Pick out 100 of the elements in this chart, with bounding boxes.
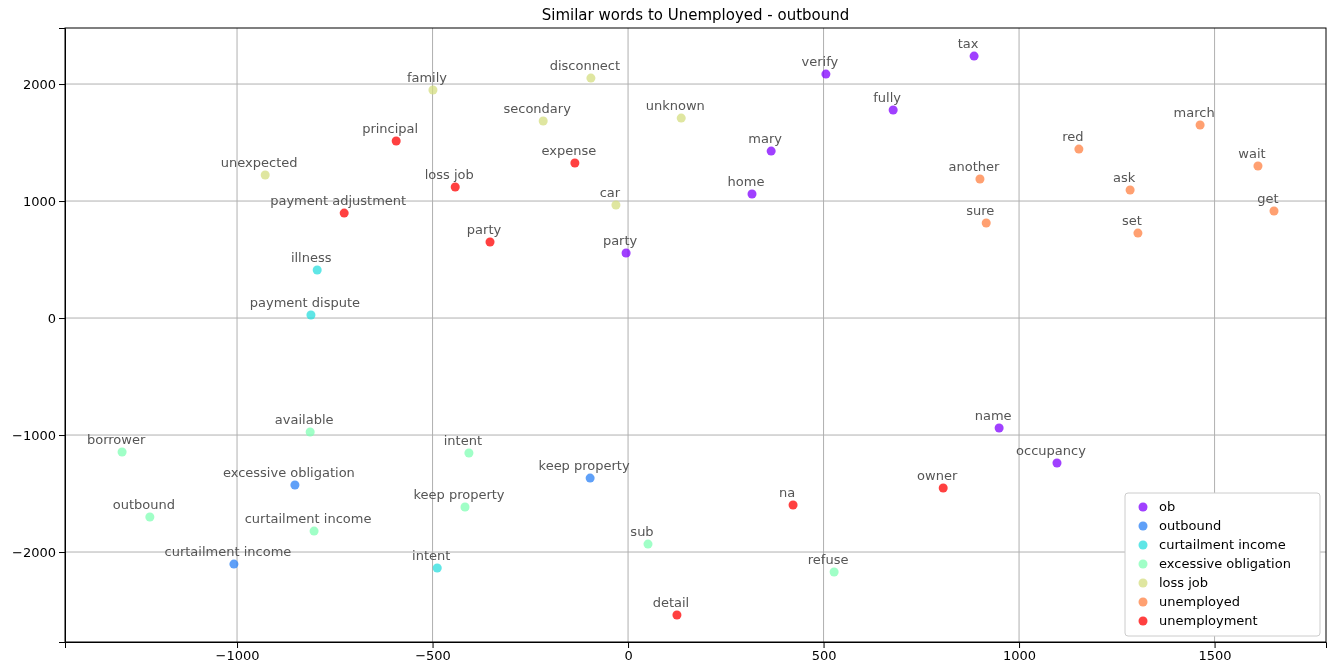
data-label: excessive obligation — [222, 464, 355, 480]
point — [339, 208, 349, 218]
data-label: red — [1062, 129, 1084, 145]
legend-label: outbound — [1159, 518, 1222, 533]
data-label: curtailment income — [244, 511, 372, 527]
x-tick-label: 1500 — [1198, 648, 1232, 664]
data-label: name — [974, 408, 1012, 424]
data-label: march — [1173, 104, 1215, 120]
point — [538, 116, 548, 126]
data-label: unknown — [645, 98, 705, 114]
point — [260, 170, 270, 180]
y-tick-label: 0 — [47, 310, 56, 326]
data-label: expense — [541, 143, 597, 159]
data-label: payment dispute — [249, 294, 361, 310]
data-label: mary — [748, 131, 783, 147]
data-label: occupancy — [1016, 442, 1087, 458]
data-label: intent — [443, 433, 483, 449]
data-label: outbound — [112, 497, 175, 513]
data-label: verify — [801, 54, 839, 70]
point — [450, 182, 460, 192]
legend-label: curtailment income — [1159, 537, 1286, 552]
data-label: owner — [917, 468, 958, 484]
point — [485, 237, 495, 247]
point — [290, 480, 300, 490]
point — [570, 158, 580, 168]
y-tick-label: 1000 — [22, 193, 56, 209]
point — [1133, 228, 1143, 238]
point — [229, 559, 239, 569]
legend-label: unemployed — [1159, 594, 1240, 609]
y-tick-label: −1000 — [12, 427, 56, 443]
point — [305, 427, 315, 437]
point — [1074, 144, 1084, 154]
point — [432, 563, 442, 573]
data-label: secondary — [503, 101, 572, 117]
data-label: illness — [290, 250, 332, 266]
legend-label: ob — [1159, 499, 1176, 514]
x-tick-label: 1000 — [1003, 648, 1037, 664]
data-label: refuse — [807, 552, 849, 568]
data-label: family — [406, 70, 448, 86]
data-label: party — [602, 232, 638, 248]
x-tick-label: −500 — [415, 648, 451, 664]
point — [464, 448, 474, 458]
y-tick-label: 2000 — [22, 76, 56, 92]
point — [428, 85, 438, 95]
data-label: wait — [1238, 146, 1266, 162]
x-tick-label: 500 — [811, 648, 837, 664]
point — [309, 526, 319, 536]
data-label: intent — [412, 548, 451, 564]
chart-title: Similar words to Unemployed - outbound — [541, 6, 850, 24]
data-label: disconnect — [549, 58, 621, 74]
data-label: unexpected — [220, 155, 298, 171]
legend-label: loss job — [1159, 575, 1209, 590]
point — [938, 483, 948, 493]
point — [611, 200, 621, 210]
point — [621, 248, 631, 258]
legend-label: unemployment — [1159, 613, 1258, 628]
point — [747, 189, 757, 199]
x-tick-label: 0 — [624, 648, 633, 664]
point — [391, 136, 401, 146]
point — [1195, 120, 1205, 130]
legend-label: excessive obligation — [1159, 556, 1291, 571]
data-label: borrower — [86, 432, 146, 447]
point — [586, 73, 596, 83]
data-label: available — [274, 411, 334, 427]
point — [306, 310, 316, 320]
data-label: loss job — [424, 167, 474, 182]
data-label: na — [778, 485, 796, 500]
data-label: fully — [873, 90, 902, 106]
point — [312, 265, 322, 275]
point — [766, 146, 776, 156]
point — [585, 473, 595, 483]
point — [994, 423, 1004, 433]
point — [460, 502, 470, 512]
x-tick-label: −1000 — [215, 648, 260, 664]
point — [829, 567, 839, 577]
data-label: detail — [652, 594, 690, 610]
point — [969, 51, 979, 61]
point — [1125, 185, 1135, 195]
data-label: party — [466, 221, 502, 237]
point — [117, 447, 127, 457]
point — [888, 105, 898, 115]
data-label: get — [1257, 190, 1279, 206]
data-label: payment adjustment — [270, 193, 407, 209]
data-label: sub — [630, 524, 654, 540]
point — [672, 610, 682, 620]
data-label: set — [1121, 213, 1142, 229]
point — [1253, 161, 1263, 171]
data-label: curtailment income — [164, 544, 292, 560]
data-label: principal — [362, 121, 419, 137]
point — [1052, 458, 1062, 468]
data-label: home — [727, 174, 765, 190]
point — [821, 69, 831, 79]
data-label: tax — [957, 36, 979, 52]
point — [975, 174, 985, 184]
point — [981, 218, 991, 228]
data-label: keep property — [413, 486, 505, 502]
point — [145, 512, 155, 522]
data-label: sure — [966, 203, 995, 219]
data-label: ask — [1112, 170, 1136, 186]
data-label: another — [948, 159, 1001, 175]
